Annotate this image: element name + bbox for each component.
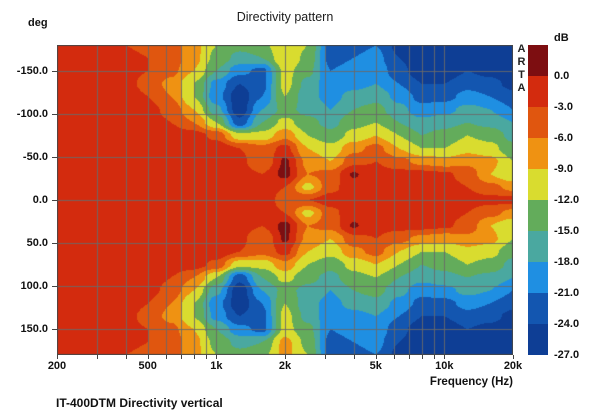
arta-letter: T — [518, 69, 525, 81]
chart-caption: IT-400DTM Directivity vertical — [56, 396, 223, 410]
colorbar-tick-label: -15.0 — [554, 225, 580, 237]
y-tick-mark — [52, 286, 57, 287]
colorbar-tick-label: -21.0 — [554, 287, 580, 299]
arta-letter: A — [517, 43, 526, 55]
colorbar-tick-label: -6.0 — [554, 132, 573, 144]
x-tick-label: 200 — [47, 360, 67, 372]
x-tick-mark — [148, 355, 149, 359]
colorbar-tick-label: -9.0 — [554, 163, 573, 175]
x-tick-label: 10k — [435, 360, 454, 372]
colorbar-tick-label: -18.0 — [554, 256, 580, 268]
colorbar — [528, 45, 548, 355]
colorbar-tick-label: -27.0 — [554, 349, 580, 361]
x-tick-mark — [354, 355, 355, 359]
colorbar-segment — [528, 45, 548, 76]
colorbar-segment — [528, 107, 548, 138]
colorbar-tick-label: 0.0 — [554, 70, 570, 82]
x-tick-mark — [206, 355, 207, 359]
y-tick-label: -100.0 — [16, 107, 48, 120]
x-tick-mark — [285, 355, 286, 359]
y-tick-mark — [52, 114, 57, 115]
x-tick-mark — [216, 355, 217, 359]
colorbar-tick-label: -12.0 — [554, 194, 580, 206]
colorbar-segment — [528, 231, 548, 262]
colorbar-segment — [528, 200, 548, 231]
x-tick-mark — [444, 355, 445, 359]
colorbar-tick-label: -24.0 — [554, 318, 580, 330]
y-tick-mark — [52, 71, 57, 72]
y-tick-label: 100.0 — [20, 280, 48, 293]
x-tick-mark — [513, 355, 514, 359]
y-axis-unit-label: deg — [28, 17, 48, 29]
directivity-heatmap — [57, 45, 513, 355]
x-tick-label: 5k — [369, 360, 382, 372]
colorbar-segment — [528, 293, 548, 324]
x-tick-mark — [126, 355, 127, 359]
x-tick-label: 1k — [210, 360, 223, 372]
colorbar-tick-label: -3.0 — [554, 101, 573, 113]
x-tick-mark — [394, 355, 395, 359]
y-tick-mark — [52, 157, 57, 158]
x-tick-mark — [409, 355, 410, 359]
colorbar-unit-label: dB — [554, 32, 569, 44]
y-tick-label: 50.0 — [26, 237, 48, 250]
x-tick-mark — [325, 355, 326, 359]
x-tick-label: 500 — [138, 360, 157, 372]
chart-title: Directivity pattern — [236, 10, 334, 24]
x-tick-mark — [97, 355, 98, 359]
arta-letter: A — [517, 82, 526, 94]
y-tick-label: 150.0 — [20, 323, 48, 336]
colorbar-segment — [528, 169, 548, 200]
x-tick-mark — [422, 355, 423, 359]
x-tick-mark — [434, 355, 435, 359]
x-tick-label: 20k — [503, 360, 523, 372]
y-tick-mark — [52, 243, 57, 244]
y-tick-mark — [52, 200, 57, 201]
y-tick-label: -150.0 — [16, 64, 48, 77]
y-tick-label: 0.0 — [32, 194, 48, 206]
x-tick-mark — [57, 355, 58, 359]
y-tick-label: -50.0 — [22, 150, 48, 163]
colorbar-segment — [528, 262, 548, 293]
x-tick-mark — [194, 355, 195, 359]
x-tick-label: 2k — [278, 360, 292, 372]
colorbar-segment — [528, 138, 548, 169]
y-tick-mark — [52, 329, 57, 330]
plot-area — [57, 45, 513, 355]
x-tick-mark — [166, 355, 167, 359]
x-axis-title: Frequency (Hz) — [429, 376, 513, 388]
colorbar-segment — [528, 324, 548, 355]
arta-letter: R — [517, 56, 526, 68]
x-tick-mark — [376, 355, 377, 359]
colorbar-segment — [528, 76, 548, 107]
x-tick-mark — [181, 355, 182, 359]
